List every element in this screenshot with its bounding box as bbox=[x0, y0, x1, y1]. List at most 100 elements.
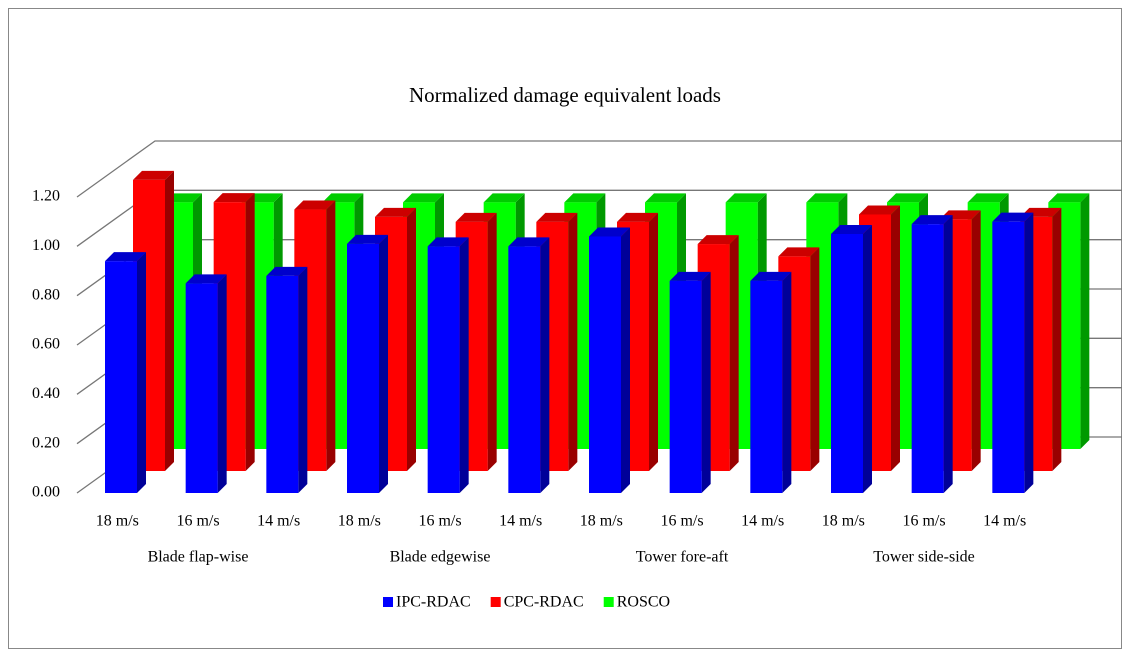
bar bbox=[750, 280, 783, 493]
bar-side bbox=[326, 200, 336, 472]
bar-top bbox=[564, 193, 606, 203]
y-tick-label: 0.60 bbox=[32, 336, 60, 353]
bar-top bbox=[778, 247, 820, 257]
bar-top bbox=[750, 271, 792, 281]
bar bbox=[589, 236, 621, 493]
legend-swatch bbox=[603, 597, 614, 607]
y-tick-label: 1.20 bbox=[32, 188, 60, 205]
bar bbox=[427, 246, 460, 493]
bar bbox=[347, 243, 379, 493]
bar-side bbox=[487, 212, 497, 471]
bar-side bbox=[137, 252, 146, 493]
bar-top bbox=[536, 212, 578, 222]
bar-top bbox=[831, 225, 872, 234]
bar-top bbox=[697, 235, 739, 245]
bar bbox=[105, 261, 137, 493]
x-tick-label: 18 m/s bbox=[822, 513, 865, 530]
bar-top bbox=[967, 193, 1009, 203]
y-tick-label: 1.00 bbox=[32, 237, 60, 254]
bar-top bbox=[992, 212, 1034, 222]
bar-top bbox=[725, 193, 767, 203]
legend-swatch bbox=[490, 597, 501, 607]
x-tick-label: 14 m/s bbox=[257, 513, 300, 530]
bar bbox=[669, 280, 702, 493]
bar-top bbox=[375, 207, 416, 217]
x-tick-label: 14 m/s bbox=[983, 513, 1026, 530]
bar-side bbox=[217, 274, 227, 493]
x-tick-label: 18 m/s bbox=[338, 513, 381, 530]
bar-side bbox=[298, 266, 308, 493]
bar-top bbox=[213, 193, 255, 203]
x-tick-label: 18 m/s bbox=[96, 513, 139, 530]
bar-side bbox=[649, 212, 658, 471]
bar-top bbox=[185, 274, 227, 284]
bar-top bbox=[403, 193, 444, 203]
bar-top bbox=[589, 227, 630, 237]
bar-side bbox=[245, 193, 255, 471]
bar bbox=[508, 246, 541, 493]
bar-top bbox=[859, 205, 900, 215]
bar-top bbox=[1048, 193, 1090, 203]
bar-side bbox=[407, 207, 416, 471]
bar-side bbox=[863, 225, 872, 493]
y-tick-label: 0.80 bbox=[32, 286, 60, 303]
bar-top bbox=[133, 170, 174, 180]
bar bbox=[185, 283, 218, 493]
group-label: Blade flap-wise bbox=[148, 549, 249, 566]
bar-top bbox=[347, 234, 388, 244]
bar-side bbox=[729, 235, 739, 471]
bar-top bbox=[669, 271, 711, 281]
x-tick-label: 14 m/s bbox=[741, 513, 784, 530]
bar-top bbox=[294, 200, 336, 210]
bar-top bbox=[911, 215, 953, 225]
bar-side bbox=[943, 215, 953, 493]
legend-label: IPC-RDAC bbox=[396, 594, 471, 611]
bar-side bbox=[379, 234, 388, 493]
bar-side bbox=[568, 212, 578, 471]
group-label: Blade edgewise bbox=[390, 549, 491, 566]
bar-side bbox=[459, 237, 469, 493]
bar-top bbox=[105, 252, 146, 262]
bar-side bbox=[1080, 193, 1090, 449]
bar bbox=[911, 224, 944, 493]
x-tick-label: 16 m/s bbox=[902, 513, 945, 530]
bar bbox=[992, 221, 1025, 493]
legend-label: ROSCO bbox=[617, 594, 670, 611]
x-tick-label: 16 m/s bbox=[660, 513, 703, 530]
group-label: Tower side-side bbox=[873, 549, 975, 566]
bar-top bbox=[427, 237, 469, 247]
y-tick-label: 0.00 bbox=[32, 484, 60, 501]
chart-title: Normalized damage equivalent loads bbox=[409, 83, 721, 107]
bar-top bbox=[455, 212, 497, 222]
y-tick-label: 0.40 bbox=[32, 385, 60, 402]
bar-top bbox=[322, 193, 364, 203]
bar-side bbox=[1024, 212, 1034, 493]
bar-top bbox=[887, 193, 928, 203]
grid-line bbox=[76, 140, 1122, 198]
x-tick-label: 14 m/s bbox=[499, 513, 542, 530]
bar-top bbox=[645, 193, 686, 203]
bar bbox=[831, 234, 863, 493]
bar-top bbox=[617, 212, 658, 222]
bar-top bbox=[806, 193, 848, 203]
bar-side bbox=[621, 227, 630, 493]
legend-label: CPC-RDAC bbox=[504, 594, 584, 611]
group-label: Tower fore-aft bbox=[636, 549, 729, 566]
bar-side bbox=[165, 170, 174, 471]
bar-side bbox=[782, 271, 792, 493]
bar bbox=[266, 275, 299, 493]
y-tick-label: 0.20 bbox=[32, 434, 60, 451]
x-tick-label: 18 m/s bbox=[580, 513, 623, 530]
x-tick-label: 16 m/s bbox=[418, 513, 461, 530]
bar-side bbox=[891, 205, 900, 471]
bar-side bbox=[701, 271, 711, 493]
bar-side bbox=[1052, 207, 1062, 471]
bar-top bbox=[508, 237, 550, 247]
bar-side bbox=[810, 247, 820, 471]
bar-top bbox=[266, 266, 308, 276]
bar-side bbox=[540, 237, 550, 493]
bar-top bbox=[483, 193, 525, 203]
legend-swatch bbox=[383, 597, 393, 607]
